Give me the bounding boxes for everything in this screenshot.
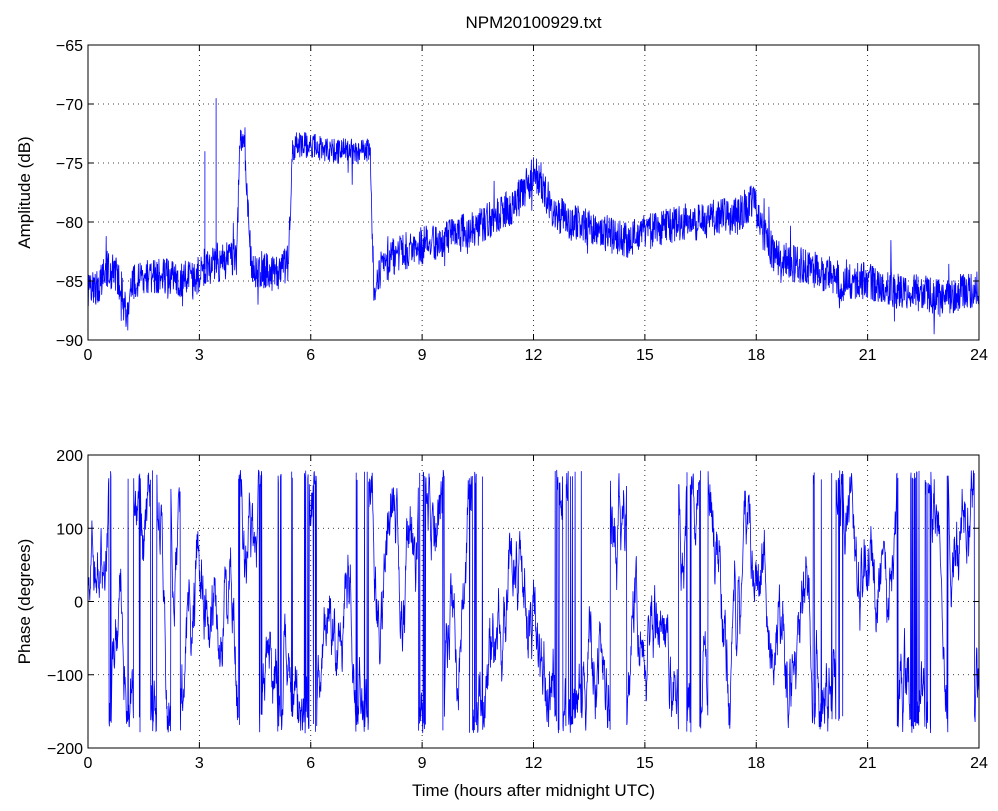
x-tick-label: 24 [970,755,988,772]
x-axis-title: Time (hours after midnight UTC) [412,781,655,800]
y-tick-label: −70 [56,97,83,114]
phase-series-line [87,469,980,734]
y-tick-label: −80 [56,215,83,232]
y-tick-label: −100 [47,668,83,685]
x-tick-label: 9 [418,755,427,772]
y-tick-label: −85 [56,274,83,291]
amplitude-series-line [87,98,980,335]
x-tick-label: 6 [306,347,315,364]
x-tick-label: 15 [636,347,654,364]
x-tick-label: 15 [636,755,654,772]
y-tick-label: −200 [47,741,83,758]
x-tick-label: 3 [195,347,204,364]
x-tick-label: 18 [747,347,765,364]
x-tick-label: 21 [859,347,877,364]
y-tick-label: −75 [56,156,83,173]
y-tick-label: 100 [56,521,83,538]
y-tick-label: −90 [56,333,83,350]
y-tick-label: −65 [56,38,83,55]
y-axis-title: Phase (degrees) [15,539,34,665]
x-tick-label: 21 [859,755,877,772]
y-axis-title: Amplitude (dB) [15,136,34,248]
x-tick-label: 12 [525,755,543,772]
phase-panel: 0 3 6 9 12 15 18 21 24 200 100 0 −100 −200 Phase (degr… [15,448,988,800]
x-tick-label: 12 [525,347,543,364]
x-tick-label: 18 [747,755,765,772]
x-tick-label: 3 [195,755,204,772]
x-tick-label: 0 [84,347,93,364]
y-tick-label: 0 [74,595,83,612]
y-tick-label: 200 [56,448,83,465]
x-tick-label: 9 [418,347,427,364]
x-tick-label: 24 [970,347,988,364]
chart-title: NPM20100929.txt [465,13,601,32]
amplitude-panel: 0 3 6 9 12 15 18 21 24 −65 −70 −75 −80 −85 −90 NPM20100… [15,13,988,364]
x-tick-label: 0 [84,755,93,772]
x-tick-label: 6 [306,755,315,772]
